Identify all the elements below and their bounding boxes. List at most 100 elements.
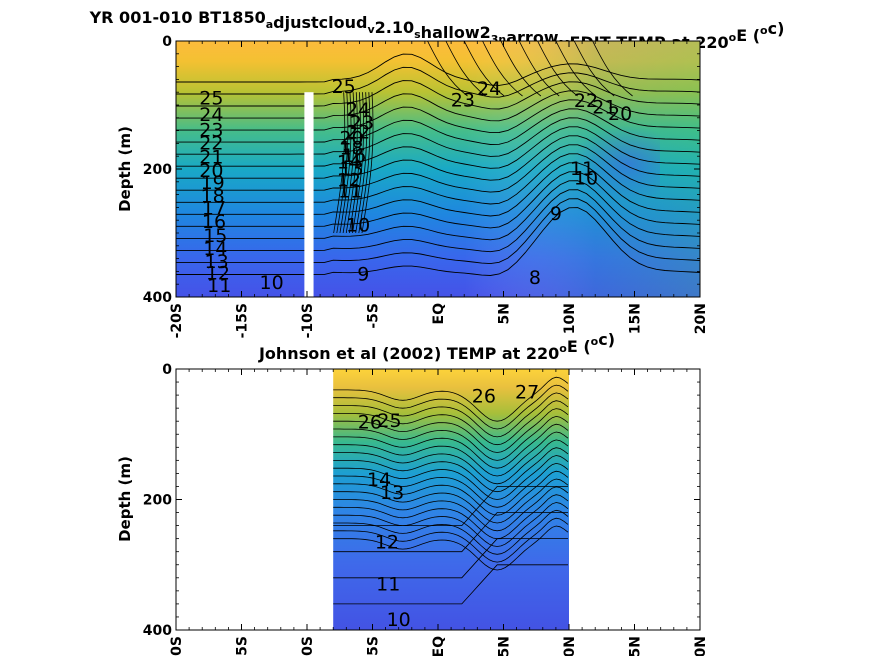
- contour-label: 22: [199, 132, 223, 154]
- contour-line: [333, 384, 569, 430]
- contour-label: 22: [574, 90, 598, 112]
- contour-label: 12: [337, 170, 361, 192]
- x-axis-top: -20S -15S -10S -5S EQ 5N 10N 15N 20N: [169, 41, 709, 338]
- contour-line: [336, 92, 349, 234]
- contour-lines-top: [176, 41, 700, 276]
- x-tick-label: -20S: [169, 636, 185, 656]
- missing-data-column: [304, 92, 314, 297]
- contour-line: [176, 90, 700, 122]
- contour-label: 25: [199, 88, 223, 110]
- contour-line: [176, 66, 700, 98]
- contour-line: [176, 189, 700, 253]
- contour-label: 27: [515, 381, 539, 403]
- x-tick-label: 5N: [497, 636, 513, 656]
- x-tick-label: 20N: [693, 303, 709, 334]
- y-axis-bottom: 0 200 400: [143, 362, 700, 639]
- contour-label: 16: [342, 145, 366, 167]
- x-tick-label: 5N: [497, 303, 513, 324]
- x-tick-label: -10S: [300, 636, 316, 656]
- contour-line: [333, 400, 569, 446]
- contour-line: [482, 41, 523, 97]
- contour-label: 26: [472, 385, 496, 407]
- contour-label: 25: [332, 76, 356, 98]
- x-tick-label: 10N: [562, 636, 578, 656]
- contour-line: [333, 525, 569, 571]
- contour-line: [176, 180, 700, 241]
- x-tick-label: 20N: [693, 636, 709, 656]
- contour-label: 10: [574, 168, 598, 190]
- contour-label: 20: [339, 127, 363, 149]
- x-tick-label: -5S: [366, 303, 382, 329]
- contour-label: 10: [387, 609, 411, 631]
- contour-label: 21: [592, 97, 616, 119]
- x-tick-label: -15S: [235, 303, 251, 338]
- contour-line: [176, 171, 700, 229]
- contour-label: 12: [206, 262, 230, 284]
- contour-line: [355, 92, 368, 234]
- contour-label: 13: [339, 158, 363, 180]
- x-tick-label: -5S: [366, 636, 382, 656]
- x-tick-label: -15S: [235, 636, 251, 656]
- contour-label: 11: [376, 573, 400, 595]
- contour-line: [176, 153, 700, 205]
- contour-label: 25: [377, 410, 401, 432]
- contour-line: [333, 392, 569, 438]
- contour-label: 15: [203, 225, 227, 247]
- contour-label: 22: [346, 122, 370, 144]
- x-tick-label: -20S: [169, 303, 185, 338]
- panel-top: YR 001-010 BT1850adjustcloudv2.10shallow…: [89, 8, 785, 338]
- contour-line: [342, 92, 355, 234]
- contour-line: [333, 423, 569, 469]
- contour-line: [592, 41, 633, 97]
- contour-line: [333, 502, 569, 547]
- contour-line: [339, 92, 352, 234]
- y-axis-label-top: Depth (m): [116, 126, 134, 212]
- contour-line: [463, 41, 505, 97]
- x-tick-label: -10S: [300, 303, 316, 338]
- contour-line: [333, 486, 568, 526]
- contour-line: [333, 494, 569, 540]
- contour-label: 11: [338, 180, 362, 202]
- x-tick-label: 10N: [562, 303, 578, 334]
- contour-line: [176, 99, 700, 134]
- contour-line: [352, 92, 365, 234]
- x-tick-label: 15N: [628, 636, 644, 656]
- contour-label: 16: [202, 211, 226, 233]
- contour-line: [333, 415, 569, 461]
- contour-line: [176, 108, 700, 145]
- contour-label: 12: [375, 532, 399, 554]
- contour-lines-bottom: [333, 376, 569, 605]
- y-tick-label: 400: [143, 290, 172, 306]
- contour-line: [333, 408, 569, 453]
- contour-line: [518, 41, 560, 97]
- contour-label: 18: [339, 138, 363, 160]
- x-axis-bottom: -20S -15S -10S -5S EQ 5N 10N 15N 20N: [169, 369, 709, 656]
- contour-line: [345, 92, 358, 234]
- y-tick-label: 0: [162, 362, 172, 378]
- contour-line: [333, 486, 569, 532]
- contour-label: 10: [346, 214, 370, 236]
- contour-line: [333, 470, 569, 516]
- contour-line: [333, 538, 568, 579]
- contour-line: [333, 439, 569, 485]
- contour-label: 23: [199, 120, 223, 142]
- y-tick-label: 200: [143, 162, 172, 178]
- contour-label: 24: [199, 104, 223, 126]
- contour-line: [176, 135, 700, 181]
- contour-line: [176, 162, 700, 217]
- contour-label: 8: [529, 267, 541, 289]
- contour-line: [333, 92, 346, 234]
- contour-label: 24: [477, 78, 501, 100]
- contour-line: [333, 447, 569, 493]
- contour-line: [333, 478, 569, 524]
- contour-line: [176, 198, 700, 265]
- contour-line: [358, 92, 371, 234]
- contour-line: [537, 41, 578, 97]
- x-tick-label: EQ: [431, 636, 447, 656]
- contour-label: 14: [337, 152, 361, 174]
- contour-label: 9: [357, 264, 369, 286]
- contour-line: [176, 80, 700, 110]
